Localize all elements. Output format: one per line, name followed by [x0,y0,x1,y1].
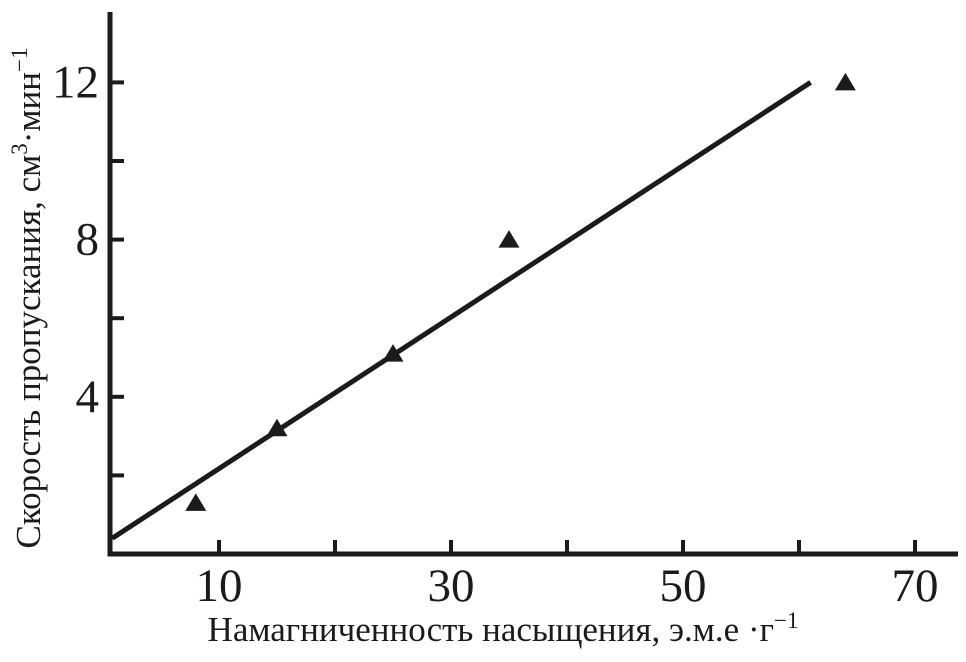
y-axis-title: Скорость пропускания, см3·мин−1 [7,48,48,549]
trend-line [110,80,812,541]
x-tick-label: 10 [196,560,243,612]
x-tick-label: 30 [428,560,475,612]
y-tick-label: 4 [76,371,100,423]
x-axis-title: Намагниченность насыщения, э.м.е ·г−1 [208,608,799,649]
x-tick-label: 50 [660,560,707,612]
y-tick-label: 8 [76,214,100,266]
data-point-triangle [185,493,207,511]
y-tick-label: 12 [52,56,99,108]
data-point-triangle [498,230,520,248]
data-point-triangle [834,72,856,91]
x-tick-label: 70 [892,560,939,612]
